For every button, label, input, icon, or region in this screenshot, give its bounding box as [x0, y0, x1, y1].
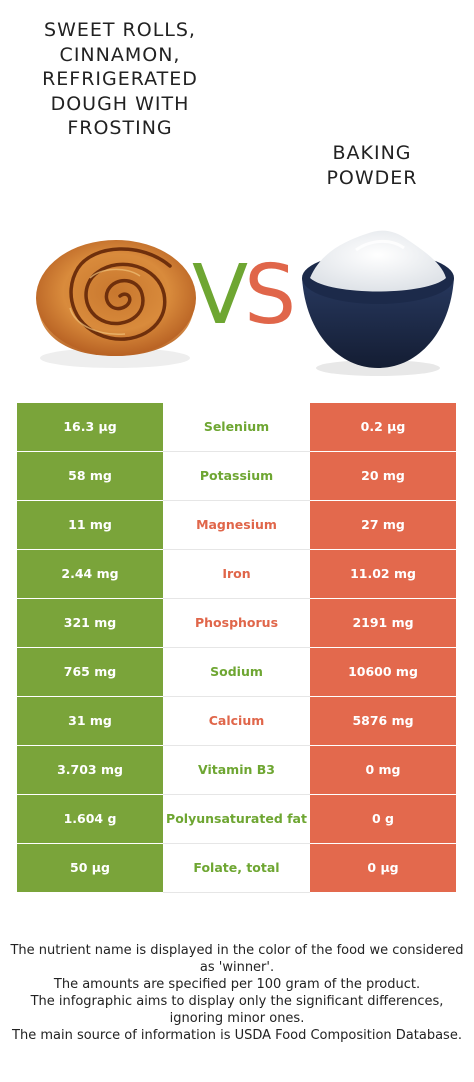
- footer-line-aims: The infographic aims to display only the…: [30, 994, 444, 1026]
- right-food-value: 20 mg: [310, 452, 456, 500]
- footer-notes: The nutrient name is displayed in the co…: [0, 942, 474, 1044]
- baking-powder-image: [302, 230, 454, 376]
- comparison-table: 16.3 µg Selenium 0.2 µg 58 mg Potassium 20 mg…: [17, 403, 456, 893]
- table-row: 321 mg Phosphorus 2191 mg: [17, 599, 456, 648]
- left-food-title: Sweet rolls, cinnamon, refrigerated doug…: [42, 19, 198, 139]
- table-row: 31 mg Calcium 5876 mg: [17, 697, 456, 746]
- table-row: 765 mg Sodium 10600 mg: [17, 648, 456, 697]
- footer-line-amounts: The amounts are specified per 100 gram o…: [53, 977, 421, 992]
- right-food-title: Baking powder: [326, 142, 418, 189]
- left-food-value: 50 µg: [17, 844, 163, 892]
- right-food-value: 2191 mg: [310, 599, 456, 647]
- right-food-value: 10600 mg: [310, 648, 456, 696]
- table-row: 50 µg Folate, total 0 µg: [17, 844, 456, 893]
- nutrient-name: Magnesium: [163, 501, 310, 550]
- nutrient-name: Vitamin B3: [163, 746, 310, 795]
- left-food-value: 321 mg: [17, 599, 163, 647]
- nutrient-name: Phosphorus: [163, 599, 310, 648]
- left-food-value: 11 mg: [17, 501, 163, 549]
- right-food-value: 27 mg: [310, 501, 456, 549]
- left-food-value: 2.44 mg: [17, 550, 163, 598]
- table-row: 58 mg Potassium 20 mg: [17, 452, 456, 501]
- nutrient-name: Iron: [163, 550, 310, 599]
- nutrient-name: Selenium: [163, 403, 310, 452]
- table-row: 2.44 mg Iron 11.02 mg: [17, 550, 456, 599]
- nutrient-name: Polyunsaturated fat: [163, 795, 310, 844]
- right-food-value: 0 g: [310, 795, 456, 843]
- nutrient-name: Sodium: [163, 648, 310, 697]
- footer-line-winner: The nutrient name is displayed in the co…: [10, 943, 464, 975]
- table-row: 1.604 g Polyunsaturated fat 0 g: [17, 795, 456, 844]
- left-food-value: 16.3 µg: [17, 403, 163, 451]
- right-food-value: 0 µg: [310, 844, 456, 892]
- nutrient-name: Calcium: [163, 697, 310, 746]
- left-food-value: 3.703 mg: [17, 746, 163, 794]
- right-food-value: 5876 mg: [310, 697, 456, 745]
- table-row: 16.3 µg Selenium 0.2 µg: [17, 403, 456, 452]
- right-food-value: 0.2 µg: [310, 403, 456, 451]
- table-row: 3.703 mg Vitamin B3 0 mg: [17, 746, 456, 795]
- vs-label: VS: [192, 248, 296, 343]
- right-food-value: 11.02 mg: [310, 550, 456, 598]
- left-food-value: 1.604 g: [17, 795, 163, 843]
- footer-line-source: The main source of information is USDA F…: [12, 1028, 462, 1043]
- table-row: 11 mg Magnesium 27 mg: [17, 501, 456, 550]
- right-food-value: 0 mg: [310, 746, 456, 794]
- nutrient-name: Folate, total: [163, 844, 310, 893]
- left-food-value: 31 mg: [17, 697, 163, 745]
- left-food-value: 58 mg: [17, 452, 163, 500]
- cinnamon-roll-image: [36, 240, 196, 368]
- nutrient-name: Potassium: [163, 452, 310, 501]
- left-food-value: 765 mg: [17, 648, 163, 696]
